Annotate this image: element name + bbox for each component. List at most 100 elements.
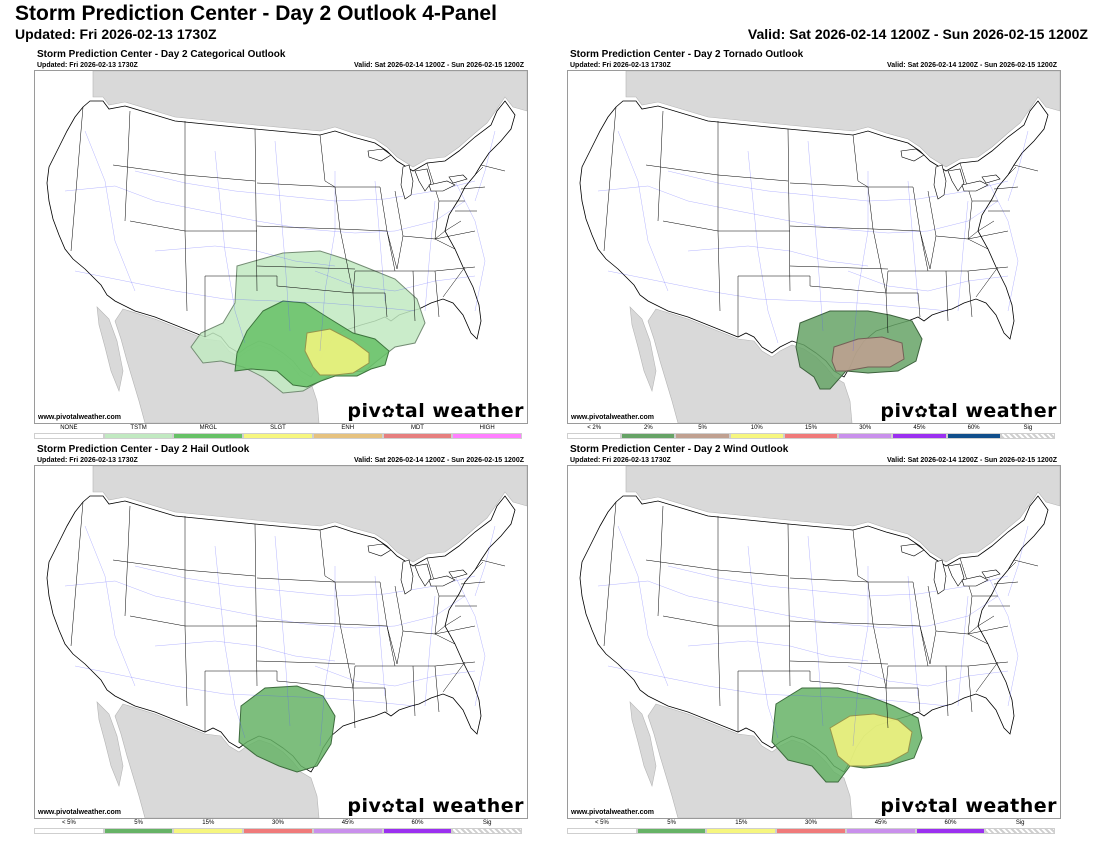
legend: < 5% 5% 15% 30% 45% 60% Sig [34,820,523,835]
state-border [112,559,186,571]
state-border [184,569,256,577]
state-border [717,174,789,182]
highway-line [852,171,869,352]
state-border [977,615,995,627]
brand-logo: piv✿tal weather [880,400,1057,422]
state-border [603,106,617,252]
state-border [1007,561,1017,571]
highway-line [314,665,476,687]
highway-line [314,270,476,292]
state-border [993,186,1019,190]
page-title: Storm Prediction Center - Day 2 Outlook … [15,2,497,25]
legend-label: 60% [411,820,424,826]
state-border [434,665,440,713]
state-border [412,270,416,322]
state-border [885,665,920,689]
highway-line [74,270,416,312]
highway-line [474,525,496,597]
brand-text-right: tal weather [395,400,524,422]
brand-text-left: piv [880,400,915,422]
state-border [790,275,887,294]
state-border [852,134,889,334]
panel-title: Storm Prediction Center - Day 2 Tornado … [570,49,804,60]
legend-swatch [915,828,986,834]
highway-line [319,171,336,352]
site-url: www.pivotalweather.com [38,414,121,421]
legend-swatch [382,828,453,834]
state-border [872,623,921,627]
updated-time: Updated: Fri 2026-02-13 1730Z [15,26,217,42]
legend-swatch [776,828,846,834]
highway-line [852,566,869,747]
highway-line [274,535,291,727]
canada-land [92,466,527,563]
state-border [717,230,721,312]
state-border [204,275,257,337]
legend-item: < 2% [567,425,622,440]
panel-updated: Updated: Fri 2026-02-13 1730Z [37,62,138,69]
legend-item: < 5% [567,820,637,835]
legend-swatch [985,828,1056,834]
legend-swatch [34,828,104,834]
panel-valid: Valid: Sat 2026-02-14 1200Z - Sun 2026-0… [886,457,1057,464]
state-border [112,164,186,176]
legend-label: 30% [272,820,285,826]
legend-item: 45% [312,820,383,835]
highway-line [319,566,336,747]
state-border [480,164,506,172]
us-land [46,495,516,773]
legend-swatch [1000,433,1055,439]
state-border [256,265,356,270]
legend-label: 45% [913,425,926,431]
brand-logo: piv✿tal weather [347,400,524,422]
state-border [645,559,719,571]
state-border [603,501,617,647]
map-svg [579,466,1060,818]
legend-label: 10% [750,425,763,431]
legend-swatch [103,828,174,834]
panel-updated: Updated: Fri 2026-02-13 1730Z [37,457,138,464]
brand-star-icon: ✿ [914,402,929,421]
highway-line [274,140,291,332]
legend-swatch [706,828,777,834]
canada-land [625,466,1060,563]
legend-label: 15% [735,820,748,826]
legend-item: 15% [783,425,839,440]
legend-item: TSTM [103,425,174,440]
legend-label: Sig [482,820,492,826]
legend-label: 15% [202,820,215,826]
legend-swatch [675,433,730,439]
highway-line [607,270,949,312]
legend-label: 2% [643,425,653,431]
highway-line [214,545,246,739]
state-border [657,505,664,617]
legend: NONE TSTM MRGL SLGT ENH MDT HIGH [34,425,523,440]
great-lakes [367,148,468,200]
state-border [787,523,791,687]
state-border [129,220,186,232]
brand-star-icon: ✿ [914,797,929,816]
legend-item: 15% [706,820,777,835]
legend: < 2% 2% 5% 10% 15% 30% 45% 60% Sig [567,425,1055,440]
legend-item: NONE [34,425,104,440]
canada-land [625,71,1060,168]
state-border [129,615,186,627]
state-border [789,577,869,583]
legend-item: SLGT [243,425,313,440]
highway-line [474,130,496,202]
legend-label: 5% [134,820,143,826]
state-border [434,238,456,250]
highway-line [957,595,969,707]
state-border [789,265,889,270]
brand-text-right: tal weather [395,795,524,817]
state-border [254,523,258,687]
highway-line [154,640,336,662]
state-border [790,670,887,689]
legend-swatch [729,433,784,439]
legend-swatch [312,433,383,439]
highway-line [957,200,969,312]
state-border [975,266,999,298]
state-border [434,230,446,240]
state-border [789,182,869,188]
legend-label: Sig [1015,820,1025,826]
